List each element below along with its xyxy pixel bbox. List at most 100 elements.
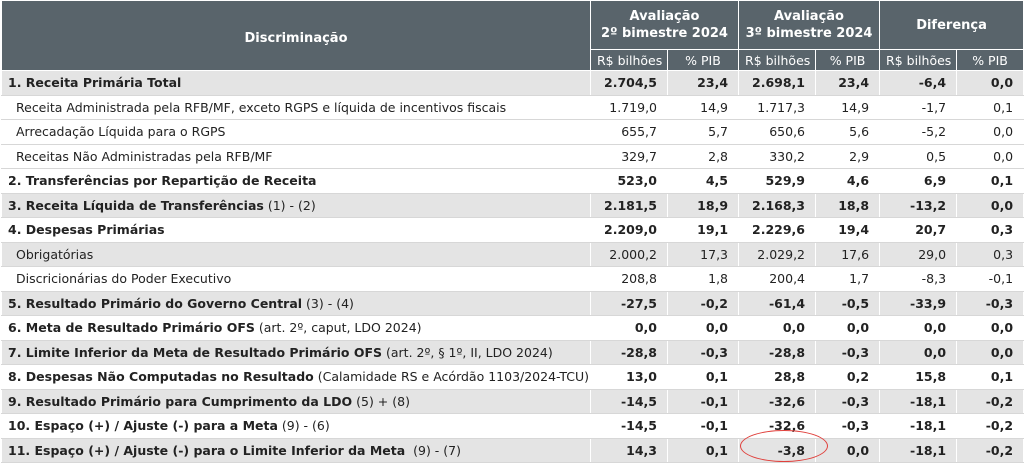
cell-value: 2.000,2 [590,242,668,267]
row-label-text: 1. Receita Primária Total [8,75,182,91]
cell-value: 0,0 [956,340,1024,365]
cell-value: -33,9 [879,291,958,316]
row-label-text: 11. Espaço (+) / Ajuste (-) para o Limit… [8,442,406,458]
cell-value: -18,1 [879,413,958,439]
table-row: 8. Despesas Não Computadas no Resultado … [1,364,1024,390]
cell-value: 0,0 [956,119,1024,145]
cell-value: 17,3 [666,242,740,267]
cell-value: 23,4 [815,70,881,96]
cell-value: -5,2 [879,119,958,145]
cell-value: 0,1 [666,364,740,390]
cell-value: 0,0 [815,315,881,341]
cell-value: 2.698,1 [738,70,817,96]
cell-value: -0,3 [815,340,881,365]
cell-value: 14,9 [815,95,881,120]
header-diferenca: Diferença [879,0,1024,50]
cell-value: 0,5 [879,144,958,169]
cell-value: 2.229,6 [738,217,817,243]
table-row: 7. Limite Inferior da Meta de Resultado … [1,340,1024,365]
subheader-pct-pib: % PIB [666,49,740,71]
subheader-pct-pib: % PIB [956,49,1024,71]
subheader-pct-pib: % PIB [815,49,881,71]
cell-value: 0,1 [666,438,740,463]
cell-value: 6,9 [879,168,958,194]
cell-value: 650,6 [738,119,817,145]
row-label-text: Arrecadação Líquida para o RGPS [16,124,226,140]
row-label-text: Discricionárias do Poder Executivo [16,271,232,287]
row-label: 1. Receita Primária Total [1,70,591,96]
cell-value: 5,6 [815,119,881,145]
cell-value: -14,5 [590,389,668,414]
cell-value: -0,2 [956,413,1024,439]
row-label-note: (1) - (2) [263,197,316,213]
cell-value: 15,8 [879,364,958,390]
cell-value: 0,1 [956,168,1024,194]
row-label: 5. Resultado Primário do Governo Central… [1,291,591,316]
cell-value: -32,6 [738,389,817,414]
table-row: Discricionárias do Poder Executivo 208,8 1… [1,266,1024,292]
row-label: 6. Meta de Resultado Primário OFS (art. … [1,315,591,341]
cell-value: -0,3 [815,389,881,414]
table-row: Receitas Não Administradas pela RFB/MF 32… [1,144,1024,169]
table-row: 3. Receita Líquida de Transferências (1)… [1,193,1024,218]
subheader-rs-bilhoes: R$ bilhões [738,49,817,71]
cell-value: -0,2 [956,438,1024,463]
cell-value: -18,1 [879,438,958,463]
row-label-text: 7. Limite Inferior da Meta de Resultado … [8,344,383,360]
cell-value: 4,5 [666,168,740,194]
cell-value: 0,0 [738,315,817,341]
cell-value: -8,3 [879,266,958,292]
cell-value: -6,4 [879,70,958,96]
cell-value: -28,8 [738,340,817,365]
cell-value: -0,3 [666,340,740,365]
cell-value: 0,3 [956,242,1024,267]
subheader-rs-bilhoes: R$ bilhões [590,49,668,71]
cell-value: 0,0 [590,315,668,341]
cell-value: 329,7 [590,144,668,169]
row-label-text: 10. Espaço (+) / Ajuste (-) para a Meta [8,418,278,434]
cell-value: 0,0 [666,315,740,341]
row-label: Obrigatórias [1,242,591,267]
cell-value: -28,8 [590,340,668,365]
cell-value: -0,2 [666,291,740,316]
table-row: 9. Resultado Primário para Cumprimento d… [1,389,1024,414]
row-label-text: 6. Meta de Resultado Primário OFS [8,320,255,336]
row-label: Discricionárias do Poder Executivo [1,266,591,292]
row-label-note: (Calamidade RS e Acórdão 1103/2024-TCU) [313,369,590,385]
cell-value: 2.029,2 [738,242,817,267]
row-label: 10. Espaço (+) / Ajuste (-) para a Meta … [1,413,591,439]
cell-value: -13,2 [879,193,958,218]
header-discriminacao: Discriminação [1,0,591,71]
cell-value: -0,5 [815,291,881,316]
row-label-note: (art. 2º, § 1º, II, LDO 2024) [382,344,553,360]
subheader-rs-bilhoes: R$ bilhões [879,49,958,71]
cell-value: 2,8 [666,144,740,169]
cell-value: 0,0 [879,315,958,341]
row-label: Receita Administrada pela RFB/MF, exceto… [1,95,591,120]
cell-value: 2.168,3 [738,193,817,218]
cell-value: -0,2 [956,389,1024,414]
cell-value: 20,7 [879,217,958,243]
cell-value: 2,9 [815,144,881,169]
header-avaliacao-3bim: Avaliação 3º bimestre 2024 [738,0,881,50]
cell-value: 18,9 [666,193,740,218]
cell-value: 2.181,5 [590,193,668,218]
cell-value: -3,8 [738,438,817,463]
table-row: 6. Meta de Resultado Primário OFS (art. … [1,315,1024,341]
cell-value: 0,0 [815,438,881,463]
cell-value: 0,0 [956,70,1024,96]
cell-value: 330,2 [738,144,817,169]
cell-value: 655,7 [590,119,668,145]
row-label: 8. Despesas Não Computadas no Resultado … [1,364,591,390]
cell-value: -18,1 [879,389,958,414]
cell-value: 28,8 [738,364,817,390]
row-label-note: (9) - (7) [405,442,461,458]
row-label-text: Receita Administrada pela RFB/MF, exceto… [16,99,507,115]
table-row: 1. Receita Primária Total 2.704,5 23,4 2.69… [1,70,1024,96]
row-label-text: 5. Resultado Primário do Governo Central [8,295,303,311]
header-avaliacao-2bim: Avaliação 2º bimestre 2024 [589,0,740,50]
cell-value: 19,1 [666,217,740,243]
cell-value: 14,9 [666,95,740,120]
table-row: Receita Administrada pela RFB/MF, exceto… [1,95,1024,120]
